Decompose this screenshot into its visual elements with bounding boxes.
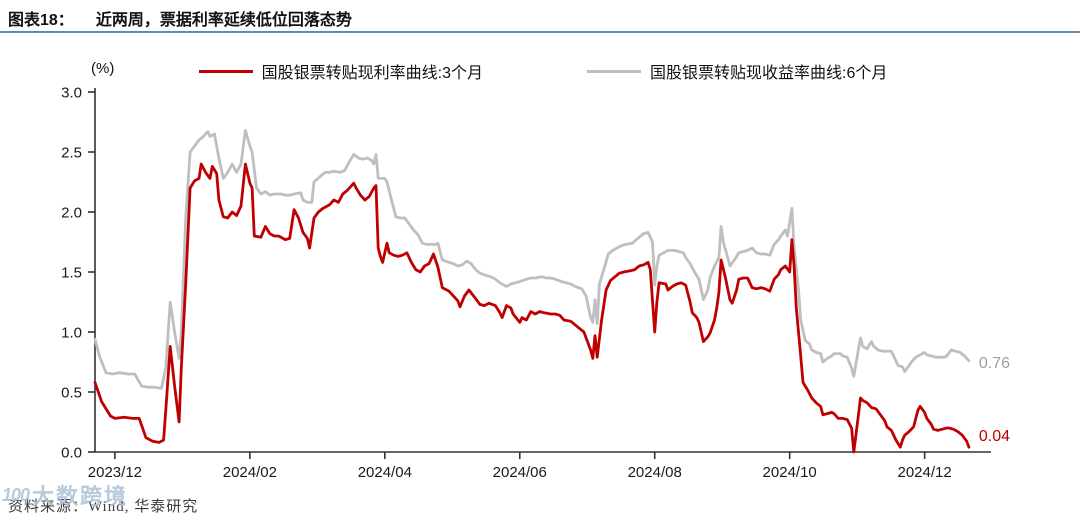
- svg-text:2024/12: 2024/12: [898, 464, 952, 481]
- svg-text:0.0: 0.0: [61, 445, 82, 462]
- chart-legend: 国股银票转贴现利率曲线:3个月 国股银票转贴现收益率曲线:6个月: [95, 59, 991, 83]
- svg-text:1.0: 1.0: [61, 325, 82, 342]
- axes: [94, 88, 991, 453]
- series-3m-rate: 0.04: [93, 162, 1010, 454]
- legend-label-6m: 国股银票转贴现收益率曲线:6个月: [650, 65, 888, 82]
- legend-label-3m: 国股银票转贴现利率曲线:3个月: [261, 65, 483, 82]
- svg-text:0.5: 0.5: [61, 385, 82, 402]
- svg-text:2024/08: 2024/08: [628, 464, 682, 481]
- legend-swatch-gray-line: [587, 69, 641, 73]
- x-axis-ticks: 2023/12 2024/02 2024/04 2024/06 2024/08 2024/…: [88, 452, 952, 481]
- svg-text:2024/04: 2024/04: [358, 464, 412, 481]
- source-note: 资料来源：Wind, 华泰研究: [8, 499, 199, 515]
- y-axis-ticks: 0.0 0.5 1.0 1.5 2.0 2.5 3.0: [61, 85, 95, 462]
- end-label-6m: 0.76: [979, 355, 1010, 372]
- svg-text:3.0: 3.0: [61, 85, 82, 102]
- legend-item-6m: 国股银票转贴现收益率曲线:6个月: [587, 59, 887, 83]
- end-label-3m: 0.04: [979, 428, 1010, 445]
- svg-text:1.5: 1.5: [61, 265, 82, 282]
- svg-text:2024/02: 2024/02: [223, 464, 277, 481]
- legend-swatch-red-line: [198, 69, 253, 73]
- legend-item-3m: 国股银票转贴现利率曲线:3个月: [198, 59, 483, 83]
- svg-text:2.0: 2.0: [61, 205, 82, 222]
- figure-number: 图表18：: [8, 12, 74, 29]
- series-6m-yield: 0.76: [93, 128, 1010, 390]
- svg-text:2.5: 2.5: [61, 145, 82, 162]
- figure-title-text: 近两周，票据利率延续低位回落态势: [95, 12, 352, 29]
- svg-text:2023/12: 2023/12: [88, 464, 142, 481]
- svg-text:2024/06: 2024/06: [493, 464, 547, 481]
- figure-title: 图表18： 近两周，票据利率延续低位回落态势: [8, 6, 352, 30]
- svg-text:2024/10: 2024/10: [763, 464, 817, 481]
- y-axis-unit-label: (%): [91, 60, 115, 77]
- title-underline: [0, 31, 1080, 33]
